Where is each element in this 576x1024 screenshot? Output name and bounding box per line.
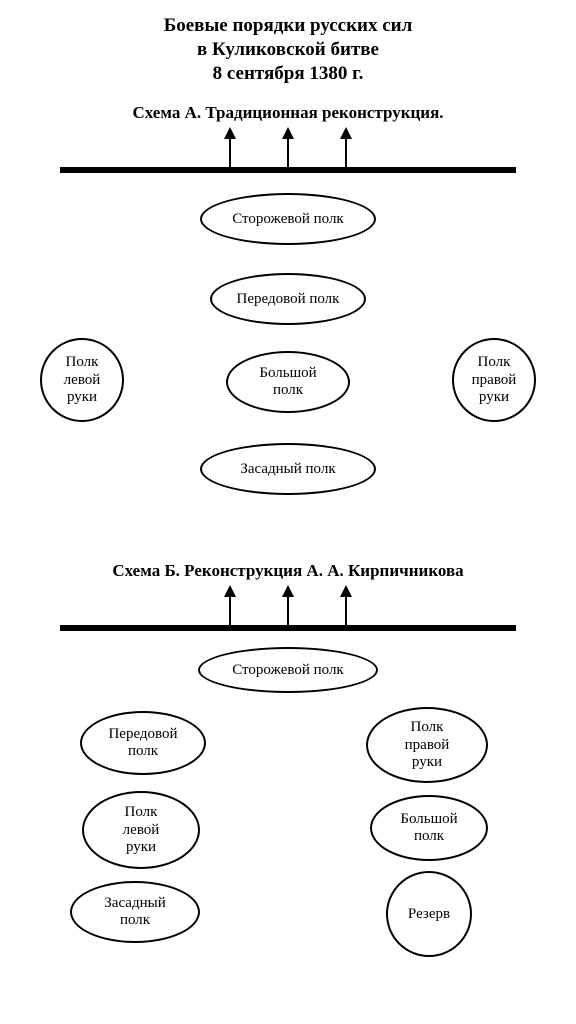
regiment-node: Большойполк: [370, 795, 488, 861]
front-line-bar: [60, 625, 516, 631]
scheme-subtitle: Схема Б. Реконструкция А. А. Кирпичников…: [0, 561, 576, 581]
regiment-node: Засадный полк: [200, 443, 376, 495]
regiment-label: Передовойполк: [108, 726, 177, 761]
regiment-node: Сторожевой полк: [200, 193, 376, 245]
scheme-subtitle: Схема А. Традиционная реконструкция.: [0, 103, 576, 123]
regiment-node: Засадныйполк: [70, 881, 200, 943]
regiment-node: Большойполк: [226, 351, 350, 413]
regiment-node: Сторожевой полк: [198, 647, 378, 693]
regiment-label: Большойполк: [400, 811, 457, 846]
regiment-label: Резерв: [408, 906, 450, 923]
regiment-node: Полклевойруки: [40, 338, 124, 422]
regiment-label: Засадный полк: [240, 461, 335, 478]
title-line: Боевые порядки русских сил: [0, 14, 576, 38]
regiment-node: Полкправойруки: [452, 338, 536, 422]
title-line: в Куликовской битве: [0, 38, 576, 62]
regiment-label: Полкправойруки: [472, 354, 517, 406]
regiment-label: Полклевойруки: [123, 804, 160, 856]
regiment-node: Полкправойруки: [366, 707, 488, 783]
regiment-label: Засадныйполк: [104, 895, 165, 930]
regiment-node: Передовой полк: [210, 273, 366, 325]
front-line-bar: [60, 167, 516, 173]
regiment-node: Передовойполк: [80, 711, 206, 775]
title-line: 8 сентября 1380 г.: [0, 62, 576, 86]
scheme-a: Сторожевой полк Передовой полк Полклевойру…: [0, 123, 576, 543]
scheme-b: Сторожевой полк Передовойполк Полкправойру…: [0, 581, 576, 1001]
regiment-label: Сторожевой полк: [232, 211, 343, 228]
regiment-label: Передовой полк: [237, 291, 340, 308]
main-title: Боевые порядки русских сил в Куликовской…: [0, 0, 576, 85]
regiment-node: Полклевойруки: [82, 791, 200, 869]
regiment-label: Полкправойруки: [405, 719, 450, 771]
regiment-label: Полклевойруки: [64, 354, 101, 406]
regiment-node: Резерв: [386, 871, 472, 957]
regiment-label: Большойполк: [259, 365, 316, 400]
regiment-label: Сторожевой полк: [232, 662, 343, 679]
